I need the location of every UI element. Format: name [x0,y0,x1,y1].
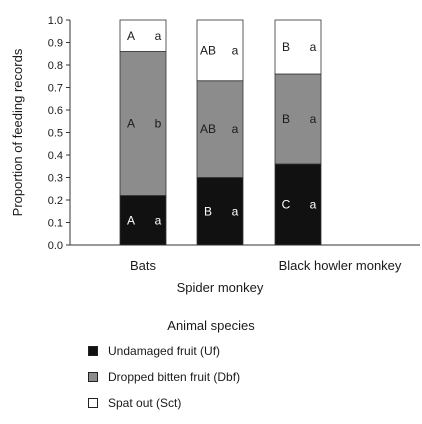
significance-letter-species: A [127,29,135,43]
legend-swatch-uf [88,346,98,356]
x-tick-label-bats: Bats [130,258,157,273]
legend-item-dbf: Dropped bitten fruit (Dbf) [88,366,408,388]
legend-label-dbf: Dropped bitten fruit (Dbf) [108,370,241,384]
y-tick-label: 0.5 [48,128,63,140]
x-tick-label-spider-monkey: Spider monkey [177,280,264,295]
legend-label-sct: Spat out (Sct) [108,396,182,410]
bar-segment-1 [196,177,244,246]
legend-item-uf: Undamaged fruit (Uf) [88,340,408,362]
significance-letter-species: A [127,213,135,227]
significance-letter-fruit: b [155,117,162,131]
significance-letter-species: AB [200,122,216,136]
significance-letter-fruit: a [155,29,162,43]
bar-segment-3 [196,19,244,82]
y-tick-label: 1.0 [48,15,63,27]
legend-item-sct: Spat out (Sct) [88,392,408,414]
significance-letter-species: C [282,198,291,212]
significance-letter-species: B [282,40,290,54]
significance-letter-fruit: a [155,213,162,227]
y-tick-label: 0.0 [48,240,63,252]
y-tick-label: 0.1 [48,218,63,230]
significance-letter-fruit: a [232,43,239,57]
y-tick-label: 0.6 [48,105,63,117]
y-tick-label: 0.3 [48,173,63,185]
significance-letter-fruit: a [310,198,317,212]
y-tick-label: 0.2 [48,195,63,207]
y-tick-label: 0.7 [48,83,63,95]
bar-segment-3 [274,19,322,75]
legend-label-uf: Undamaged fruit (Uf) [108,344,221,358]
significance-letter-fruit: a [310,40,317,54]
significance-letter-species: B [204,204,212,218]
legend-title: Animal species [167,318,255,333]
significance-letter-fruit: a [310,112,317,126]
bar-segment-1 [119,195,167,246]
y-tick-label: 0.4 [48,150,63,162]
bar-segment-2 [119,51,167,196]
bar-segment-2 [196,80,244,178]
bar-segment-2 [274,73,322,165]
significance-letter-species: AB [200,43,216,57]
significance-letter-species: A [127,117,135,131]
y-tick-label: 0.9 [48,38,63,50]
legend-swatch-dbf [88,372,98,382]
bar-segment-3 [119,19,167,52]
significance-letter-species: B [282,112,290,126]
legend-swatch-sct [88,398,98,408]
legend: Undamaged fruit (Uf) Dropped bitten frui… [88,340,408,418]
y-axis-label: Proportion of feeding records [10,48,25,216]
bar-segment-1 [274,163,322,246]
y-tick-label: 0.8 [48,60,63,72]
significance-letter-fruit: a [232,122,239,136]
significance-letter-fruit: a [232,204,239,218]
x-tick-label-black-howler-monkey: Black howler monkey [279,258,402,273]
